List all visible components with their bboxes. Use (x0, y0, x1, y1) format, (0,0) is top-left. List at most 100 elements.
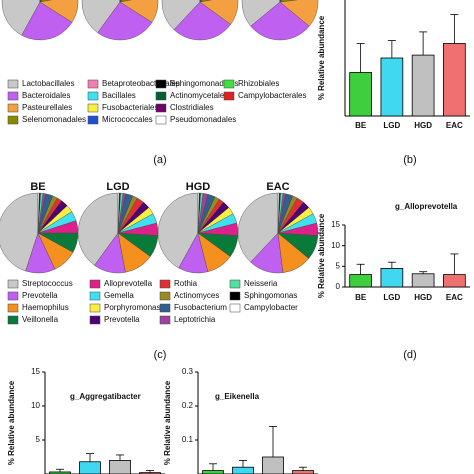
bar (443, 43, 466, 117)
bar (411, 273, 435, 288)
y-axis-label: % Relative abundance (317, 213, 326, 298)
y-tick-label: 10 (331, 241, 340, 250)
legend-swatch (7, 291, 19, 301)
legend-swatch (223, 91, 235, 101)
bar (262, 456, 284, 474)
pie-slice (237, 192, 279, 263)
legend-swatch (229, 279, 241, 289)
y-tick-label: 10 (31, 401, 40, 410)
pie-slice (199, 0, 239, 25)
pie-slice (173, 1, 232, 41)
chart-title: g_Alloprevotella (395, 202, 458, 211)
legend-swatch (155, 103, 167, 113)
bar (443, 274, 466, 288)
legend-swatch (87, 91, 99, 101)
legend-swatch (7, 115, 19, 125)
legend-swatch (7, 303, 19, 313)
legend-swatch (229, 303, 241, 313)
bar (349, 274, 372, 288)
y-tick-label: 5 (36, 435, 41, 444)
legend-label: Streptococcus (22, 279, 73, 288)
pie-slice (37, 192, 40, 234)
x-tick-label: LGD (383, 293, 400, 302)
y-tick-label: 15 (31, 367, 40, 376)
bar (380, 267, 404, 288)
bar (232, 466, 254, 474)
y-tick-label: 0 (336, 282, 341, 291)
pie-slice (1, 0, 41, 36)
x-tick-label: LGD (383, 121, 400, 130)
pie-slice (0, 192, 39, 272)
bar (292, 470, 314, 474)
legend-swatch (7, 279, 19, 289)
legend-swatch (159, 303, 171, 313)
legend-swatch (223, 79, 235, 89)
pie-slice (277, 192, 280, 234)
legend-label: Haemophilus (22, 303, 69, 312)
panel-label: (c) (154, 349, 167, 361)
legend-swatch (87, 103, 99, 113)
x-tick-label: HGD (414, 293, 432, 302)
legend-swatch (87, 79, 99, 89)
legend-label: Campylobacterales (238, 91, 306, 100)
legend-swatch (159, 279, 171, 289)
pie-slice (119, 0, 121, 3)
y-axis-label: % Relative abundance (317, 15, 326, 100)
legend-label: Lactobacillales (22, 79, 74, 88)
legend-swatch (159, 291, 171, 301)
legend-label: Micrococcales (102, 115, 153, 124)
pie-slice (279, 0, 298, 3)
legend-label: Prevotella (22, 291, 58, 300)
x-tick-label: BE (355, 121, 367, 130)
legend-swatch (89, 303, 101, 313)
pie-slice (81, 0, 121, 34)
legend-swatch (87, 115, 99, 125)
bar (349, 72, 372, 117)
legend-label: Rothia (174, 279, 198, 288)
legend-label: Rhizobiales (238, 79, 279, 88)
pie-slice (97, 1, 153, 41)
legend-label: Clostridiales (170, 103, 214, 112)
panel-label: (a) (153, 154, 166, 166)
legend-label: Pseudomonadales (170, 115, 236, 124)
legend-label: Pasteurellales (22, 103, 72, 112)
legend-swatch (155, 115, 167, 125)
y-tick-label: 0.3 (182, 367, 194, 376)
legend-swatch (7, 315, 19, 325)
bar (79, 461, 101, 474)
legend-label: Fusobacteriales (102, 103, 158, 112)
legend-label: Porphyromonas (104, 303, 160, 312)
legend-swatch (155, 91, 167, 101)
bar (411, 54, 435, 117)
legend-label: Gemella (104, 291, 134, 300)
legend-swatch (89, 291, 101, 301)
y-axis-label: % Relative abundance (163, 380, 172, 465)
panel-label: (b) (403, 154, 416, 166)
pie-slice (161, 0, 201, 30)
y-axis-label: % Relative abundance (7, 380, 16, 465)
legend-swatch (7, 91, 19, 101)
pie-slice (250, 1, 310, 41)
x-tick-label: BE (355, 293, 367, 302)
legend-label: Betaproteobacteriales (102, 79, 180, 88)
pie-heading: BE (30, 181, 45, 193)
legend-label: Campylobacter (244, 303, 298, 312)
legend-label: Alloprevotella (104, 279, 153, 288)
x-tick-label: EAC (446, 121, 463, 130)
bar (109, 459, 131, 474)
pie-heading: EAC (266, 181, 289, 193)
pie-slice (199, 0, 212, 3)
y-tick-label: 15 (331, 220, 340, 229)
legend-label: Veillonella (22, 315, 59, 324)
pie-slice (279, 0, 319, 27)
x-tick-label: EAC (446, 293, 463, 302)
legend-swatch (7, 79, 19, 89)
legend-label: Bacillales (102, 91, 136, 100)
y-tick-label: 0.2 (182, 401, 194, 410)
bar (202, 470, 224, 474)
legend-swatch (159, 315, 171, 325)
pie-slice (119, 0, 132, 3)
y-tick-label: 0.1 (182, 435, 194, 444)
pie-slice (241, 0, 281, 27)
